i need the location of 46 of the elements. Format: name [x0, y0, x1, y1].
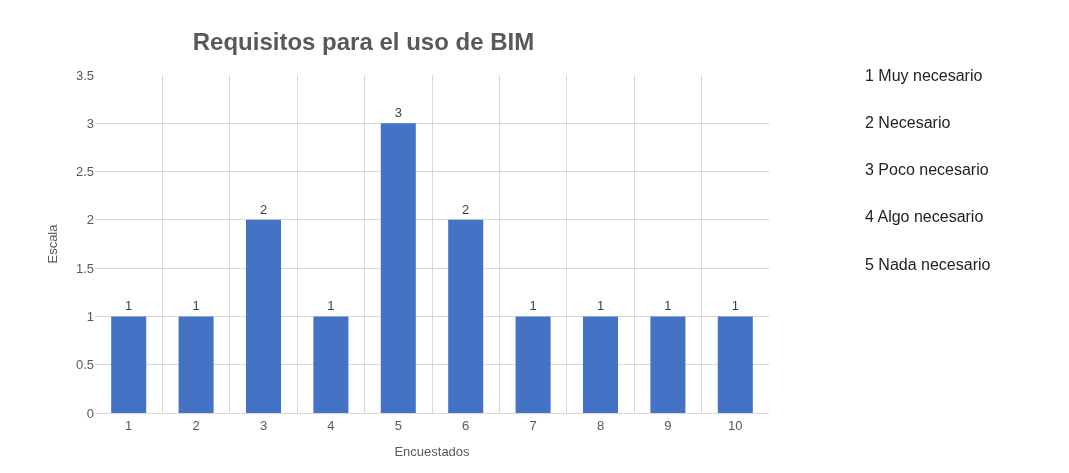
bar [313, 316, 349, 413]
chart-title: Requisitos para el uso de BIM [192, 27, 535, 55]
data-label: 1 [529, 298, 537, 314]
x-tick-label: 5 [394, 417, 402, 433]
y-tick-label: 1 [86, 308, 94, 324]
x-tick-label: 8 [596, 417, 605, 433]
y-tick-label: 0 [86, 405, 94, 421]
data-label: 2 [259, 201, 268, 217]
x-tick-label: 10 [728, 417, 743, 433]
x-tick-label: 9 [664, 417, 672, 433]
bar [717, 316, 753, 413]
y-tick-label: 3 [86, 115, 94, 131]
y-tick-label: 2 [86, 212, 94, 228]
bar [380, 123, 416, 413]
data-label: 1 [327, 298, 335, 314]
data-label: 1 [664, 298, 672, 314]
data-label: 1 [731, 298, 739, 314]
data-label: 3 [394, 105, 402, 121]
text: 1 Muy necesario [865, 67, 983, 84]
x-tick-label: 2 [192, 417, 200, 433]
x-tick-label: 7 [529, 417, 537, 433]
text: 4 Algo necesario [865, 208, 984, 225]
x-axis-title: Encuestados [394, 444, 471, 460]
bar [245, 219, 282, 413]
y-tick-label: 1.5 [75, 260, 94, 276]
text: 3 Poco necesario [865, 161, 989, 178]
x-tick-label: 6 [462, 417, 470, 433]
text: 2 Necesario [865, 114, 951, 131]
bar [111, 316, 147, 413]
bar [650, 316, 686, 413]
text: 5 Nada necesario [865, 256, 991, 273]
data-label: 1 [125, 298, 133, 314]
y-tick-label: 0.5 [75, 357, 94, 373]
y-tick-label: 2.5 [75, 164, 94, 180]
bar [582, 316, 619, 413]
bar [515, 316, 551, 413]
x-tick-label: 4 [327, 417, 335, 433]
data-label: 1 [596, 298, 605, 314]
bar [178, 316, 214, 413]
x-tick-label: 1 [125, 417, 133, 433]
x-tick-label: 3 [259, 417, 268, 433]
y-axis-title: Escala [44, 223, 60, 264]
bar [448, 219, 484, 413]
data-label: 2 [462, 201, 470, 217]
data-label: 1 [192, 298, 200, 314]
y-tick-label: 3.5 [75, 67, 94, 83]
